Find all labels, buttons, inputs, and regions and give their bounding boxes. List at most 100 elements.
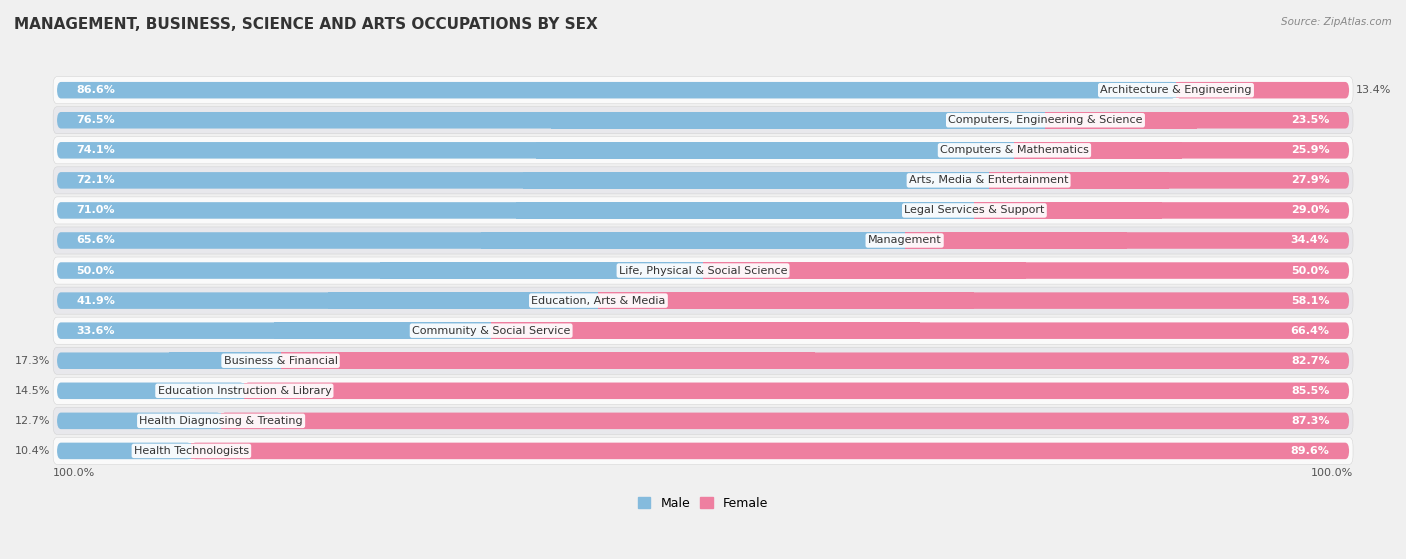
Bar bbox=[551, 112, 1046, 129]
FancyBboxPatch shape bbox=[703, 262, 1350, 279]
Bar bbox=[599, 292, 974, 309]
Text: 13.4%: 13.4% bbox=[1355, 85, 1391, 95]
Text: 72.1%: 72.1% bbox=[76, 176, 115, 186]
Text: 65.6%: 65.6% bbox=[76, 235, 115, 245]
Text: Business & Financial: Business & Financial bbox=[224, 356, 337, 366]
FancyBboxPatch shape bbox=[904, 232, 1350, 249]
FancyBboxPatch shape bbox=[58, 82, 1175, 98]
Bar bbox=[481, 232, 904, 249]
FancyBboxPatch shape bbox=[988, 172, 1350, 188]
Bar bbox=[328, 292, 599, 309]
FancyBboxPatch shape bbox=[1015, 142, 1350, 159]
Text: 25.9%: 25.9% bbox=[1291, 145, 1330, 155]
FancyBboxPatch shape bbox=[53, 317, 1353, 344]
Text: 50.0%: 50.0% bbox=[76, 266, 115, 276]
Bar bbox=[1175, 82, 1263, 98]
Text: 66.4%: 66.4% bbox=[1291, 326, 1330, 335]
Text: 50.0%: 50.0% bbox=[1291, 266, 1330, 276]
FancyBboxPatch shape bbox=[58, 202, 974, 219]
Text: 29.0%: 29.0% bbox=[1291, 206, 1330, 215]
Text: 100.0%: 100.0% bbox=[1310, 468, 1353, 479]
FancyBboxPatch shape bbox=[53, 107, 1353, 134]
FancyBboxPatch shape bbox=[58, 323, 491, 339]
Text: 14.5%: 14.5% bbox=[15, 386, 51, 396]
Text: MANAGEMENT, BUSINESS, SCIENCE AND ARTS OCCUPATIONS BY SEX: MANAGEMENT, BUSINESS, SCIENCE AND ARTS O… bbox=[14, 17, 598, 32]
Bar bbox=[150, 382, 245, 399]
Text: Health Diagnosing & Treating: Health Diagnosing & Treating bbox=[139, 416, 302, 426]
Text: 89.6%: 89.6% bbox=[1291, 446, 1330, 456]
Legend: Male, Female: Male, Female bbox=[633, 492, 773, 515]
Text: Architecture & Engineering: Architecture & Engineering bbox=[1101, 85, 1251, 95]
FancyBboxPatch shape bbox=[53, 347, 1353, 375]
FancyBboxPatch shape bbox=[53, 287, 1353, 314]
Bar bbox=[491, 323, 920, 339]
Text: 58.1%: 58.1% bbox=[1291, 296, 1330, 306]
Bar bbox=[380, 262, 703, 279]
Bar bbox=[703, 262, 1026, 279]
Text: 100.0%: 100.0% bbox=[53, 468, 96, 479]
Text: Life, Physical & Social Science: Life, Physical & Social Science bbox=[619, 266, 787, 276]
FancyBboxPatch shape bbox=[53, 257, 1353, 284]
FancyBboxPatch shape bbox=[53, 167, 1353, 194]
Text: Computers, Engineering & Science: Computers, Engineering & Science bbox=[948, 115, 1143, 125]
FancyBboxPatch shape bbox=[599, 292, 1350, 309]
FancyBboxPatch shape bbox=[1046, 112, 1350, 129]
Bar bbox=[245, 382, 797, 399]
Bar bbox=[516, 202, 974, 219]
Text: Community & Social Service: Community & Social Service bbox=[412, 326, 571, 335]
FancyBboxPatch shape bbox=[974, 202, 1350, 219]
Bar bbox=[169, 353, 281, 369]
Text: 86.6%: 86.6% bbox=[76, 85, 115, 95]
Bar bbox=[139, 413, 221, 429]
Text: 74.1%: 74.1% bbox=[76, 145, 115, 155]
FancyBboxPatch shape bbox=[221, 413, 1350, 429]
Text: 23.5%: 23.5% bbox=[1291, 115, 1330, 125]
Bar bbox=[988, 172, 1168, 188]
Bar bbox=[904, 232, 1126, 249]
FancyBboxPatch shape bbox=[58, 262, 703, 279]
FancyBboxPatch shape bbox=[53, 408, 1353, 434]
FancyBboxPatch shape bbox=[58, 112, 1046, 129]
Bar bbox=[191, 443, 770, 459]
Text: 34.4%: 34.4% bbox=[1291, 235, 1330, 245]
FancyBboxPatch shape bbox=[58, 443, 191, 459]
FancyBboxPatch shape bbox=[53, 377, 1353, 404]
FancyBboxPatch shape bbox=[53, 437, 1353, 465]
FancyBboxPatch shape bbox=[1175, 82, 1350, 98]
Bar bbox=[974, 202, 1161, 219]
Text: 27.9%: 27.9% bbox=[1291, 176, 1330, 186]
FancyBboxPatch shape bbox=[191, 443, 1350, 459]
FancyBboxPatch shape bbox=[53, 77, 1353, 104]
FancyBboxPatch shape bbox=[58, 413, 221, 429]
Bar bbox=[536, 142, 1015, 159]
Text: 41.9%: 41.9% bbox=[76, 296, 115, 306]
Text: 71.0%: 71.0% bbox=[76, 206, 115, 215]
Text: Health Technologists: Health Technologists bbox=[134, 446, 249, 456]
Text: 12.7%: 12.7% bbox=[15, 416, 51, 426]
FancyBboxPatch shape bbox=[58, 353, 281, 369]
Text: Education, Arts & Media: Education, Arts & Media bbox=[531, 296, 665, 306]
Text: Source: ZipAtlas.com: Source: ZipAtlas.com bbox=[1281, 17, 1392, 27]
FancyBboxPatch shape bbox=[58, 142, 1015, 159]
FancyBboxPatch shape bbox=[53, 137, 1353, 164]
Text: 33.6%: 33.6% bbox=[76, 326, 115, 335]
Text: 82.7%: 82.7% bbox=[1291, 356, 1330, 366]
Bar bbox=[616, 82, 1175, 98]
Bar bbox=[281, 353, 815, 369]
FancyBboxPatch shape bbox=[245, 382, 1350, 399]
Text: Education Instruction & Library: Education Instruction & Library bbox=[157, 386, 332, 396]
Bar bbox=[124, 443, 191, 459]
Bar bbox=[274, 323, 491, 339]
Text: 85.5%: 85.5% bbox=[1291, 386, 1330, 396]
Text: 76.5%: 76.5% bbox=[76, 115, 115, 125]
FancyBboxPatch shape bbox=[281, 353, 1350, 369]
Bar bbox=[1015, 142, 1182, 159]
FancyBboxPatch shape bbox=[53, 197, 1353, 224]
FancyBboxPatch shape bbox=[58, 292, 599, 309]
Text: Computers & Mathematics: Computers & Mathematics bbox=[941, 145, 1088, 155]
Text: 17.3%: 17.3% bbox=[15, 356, 51, 366]
FancyBboxPatch shape bbox=[58, 382, 245, 399]
FancyBboxPatch shape bbox=[491, 323, 1350, 339]
Bar bbox=[221, 413, 785, 429]
Text: 10.4%: 10.4% bbox=[15, 446, 51, 456]
